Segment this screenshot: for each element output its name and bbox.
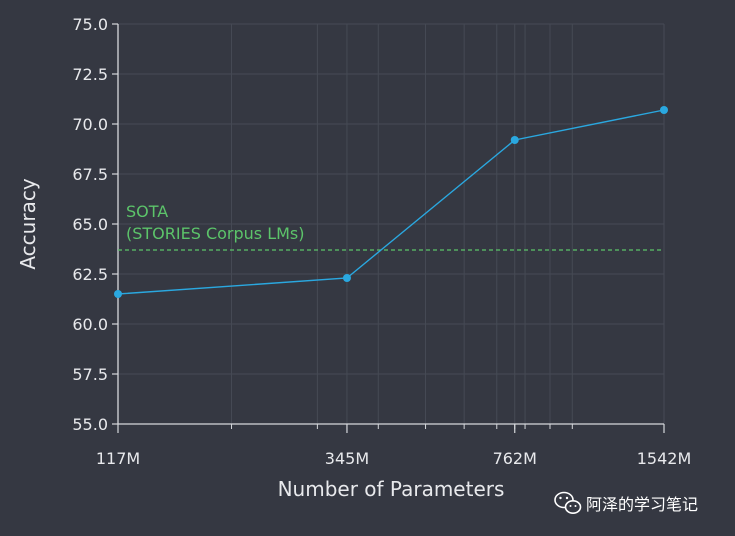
sota-reference: SOTA (STORIES Corpus LMs) [118, 202, 664, 251]
grid [118, 23, 665, 424]
data-point [660, 106, 668, 114]
series-line [117, 109, 665, 295]
wechat-icon [554, 491, 582, 514]
x-tick-label: 117M [96, 449, 140, 468]
sota-label-subtitle: (STORIES Corpus LMs) [126, 224, 305, 243]
x-tick-label: 1542M [637, 449, 692, 468]
tick-labels: 55.0 57.5 60.0 62.5 65.0 67.5 70.0 72.5 75.0 117M… [72, 15, 691, 468]
watermark-text: 阿泽的学习笔记 [586, 495, 698, 514]
y-tick-label: 60.0 [72, 315, 108, 334]
y-tick-label: 67.5 [72, 165, 108, 184]
y-tick-label: 75.0 [72, 15, 108, 34]
y-tick-label: 72.5 [72, 65, 108, 84]
y-tick-label: 65.0 [72, 215, 108, 234]
data-point [114, 290, 122, 298]
watermark: 阿泽的学习笔记 [554, 491, 698, 514]
data-point [342, 274, 351, 282]
x-axis-label: Number of Parameters [278, 477, 505, 501]
y-tick-label: 55.0 [72, 415, 108, 434]
y-tick-label: 70.0 [72, 115, 108, 134]
sota-label-title: SOTA [126, 202, 168, 221]
x-tick-label: 762M [493, 449, 537, 468]
y-tick-label: 62.5 [72, 265, 108, 284]
series [114, 106, 668, 298]
axes [112, 23, 665, 433]
data-point [510, 136, 519, 144]
y-axis-label: Accuracy [16, 178, 40, 269]
x-tick-label: 345M [325, 449, 369, 468]
y-tick-label: 57.5 [72, 365, 108, 384]
